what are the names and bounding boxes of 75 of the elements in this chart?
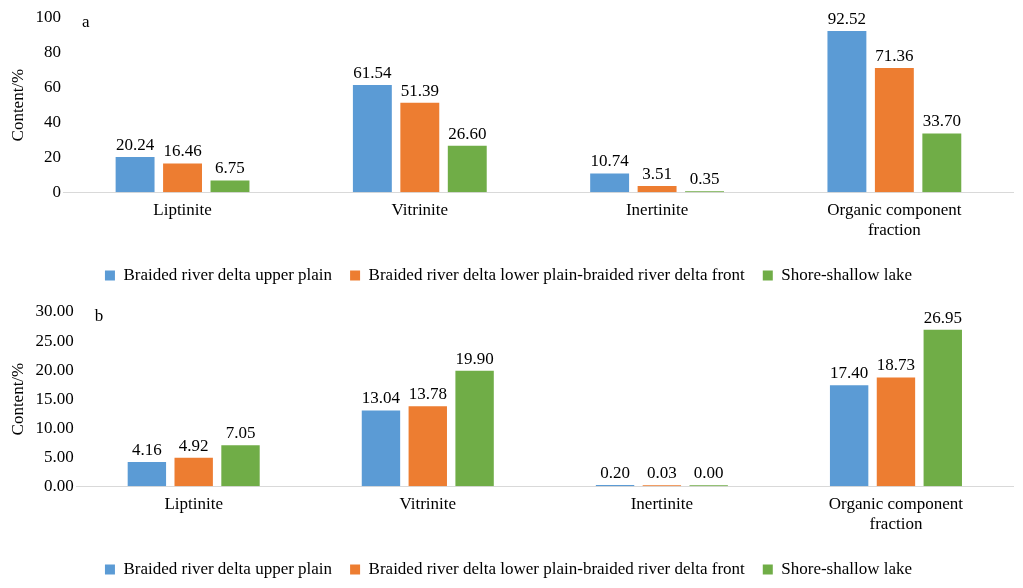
- y-tick-label: 25.00: [35, 330, 74, 350]
- data-label: 4.92: [178, 435, 209, 455]
- x-tick-label: Inertinite: [625, 199, 689, 219]
- x-tick-label: Vitrinite: [399, 493, 457, 513]
- data-label: 13.04: [361, 388, 401, 408]
- bar: [590, 173, 630, 193]
- data-label: 61.54: [353, 62, 392, 82]
- bar: [400, 102, 440, 193]
- bar: [221, 445, 260, 487]
- y-tick-label: 20.00: [35, 359, 74, 379]
- data-label: 6.75: [215, 158, 245, 178]
- bar: [874, 67, 914, 193]
- legend-label: Shore-shallow lake: [781, 264, 913, 284]
- data-label: 18.73: [876, 355, 916, 375]
- data-label: 0.03: [646, 463, 677, 483]
- data-label: 7.05: [225, 423, 256, 443]
- y-tick-label: 40: [43, 111, 61, 131]
- data-label: 51.39: [400, 80, 439, 100]
- data-label: 17.40: [830, 363, 869, 383]
- data-label: 10.74: [590, 151, 630, 171]
- data-label: 16.46: [163, 141, 202, 161]
- y-tick-label: 30.00: [35, 301, 74, 321]
- bar: [361, 410, 401, 487]
- data-label: 0.35: [689, 169, 720, 189]
- x-tick-label: Vitrinite: [391, 199, 449, 219]
- data-label: 20.24: [115, 134, 155, 154]
- bar: [637, 186, 677, 193]
- y-tick-label: 100: [35, 7, 61, 27]
- data-label: 33.70: [922, 111, 961, 131]
- y-axis-title: Content/%: [7, 362, 27, 436]
- data-label: 19.90: [455, 348, 494, 368]
- bar: [408, 406, 447, 487]
- bar: [115, 156, 155, 193]
- legend-label: Shore-shallow lake: [781, 558, 913, 578]
- data-label: 13.78: [408, 384, 447, 404]
- data-label: 26.60: [448, 123, 487, 143]
- y-tick-label: 0.00: [43, 475, 74, 495]
- legend-label: Braided river delta lower plain-braided river delta front: [368, 264, 746, 284]
- bar: [829, 385, 869, 487]
- y-axis-title: Content/%: [7, 68, 27, 142]
- data-label: 71.36: [875, 45, 914, 65]
- data-label: 3.51: [642, 164, 672, 184]
- legend-label: Braided river delta upper plain: [123, 558, 333, 578]
- bar: [352, 85, 392, 193]
- data-label: 0.00: [693, 463, 724, 483]
- bar: [876, 377, 916, 487]
- bar: [923, 329, 962, 487]
- y-tick-label: 10.00: [35, 417, 74, 437]
- x-tick-label: Liptinite: [153, 199, 212, 219]
- bar: [447, 145, 487, 193]
- legend-label: Braided river delta lower plain-braided river delta front: [368, 558, 746, 578]
- y-tick-label: 15.00: [35, 388, 74, 408]
- x-tick-label: Liptinite: [164, 493, 223, 513]
- x-tick-label: Organic component fraction: [828, 493, 964, 534]
- data-label: 92.52: [827, 9, 867, 28]
- y-tick-label: 0: [52, 181, 61, 201]
- y-tick-label: 80: [43, 42, 61, 62]
- y-tick-label: 5.00: [43, 446, 74, 466]
- annotation: b: [94, 305, 104, 325]
- y-tick-label: 20: [43, 146, 61, 166]
- annotation: a: [81, 11, 90, 31]
- data-label: 4.16: [132, 440, 162, 460]
- bar: [127, 462, 167, 487]
- bar: [827, 31, 867, 193]
- x-tick-label: Inertinite: [630, 493, 694, 513]
- legend-label: Braided river delta upper plain: [123, 264, 333, 284]
- bar: [210, 180, 250, 193]
- bar: [174, 457, 213, 487]
- bar: [455, 370, 494, 487]
- y-tick-label: 60: [43, 77, 61, 97]
- data-label: 26.95: [923, 307, 962, 327]
- bar: [163, 163, 202, 193]
- bar: [922, 133, 962, 193]
- data-label: 0.20: [600, 463, 630, 483]
- x-tick-label: Organic component fraction: [827, 199, 962, 240]
